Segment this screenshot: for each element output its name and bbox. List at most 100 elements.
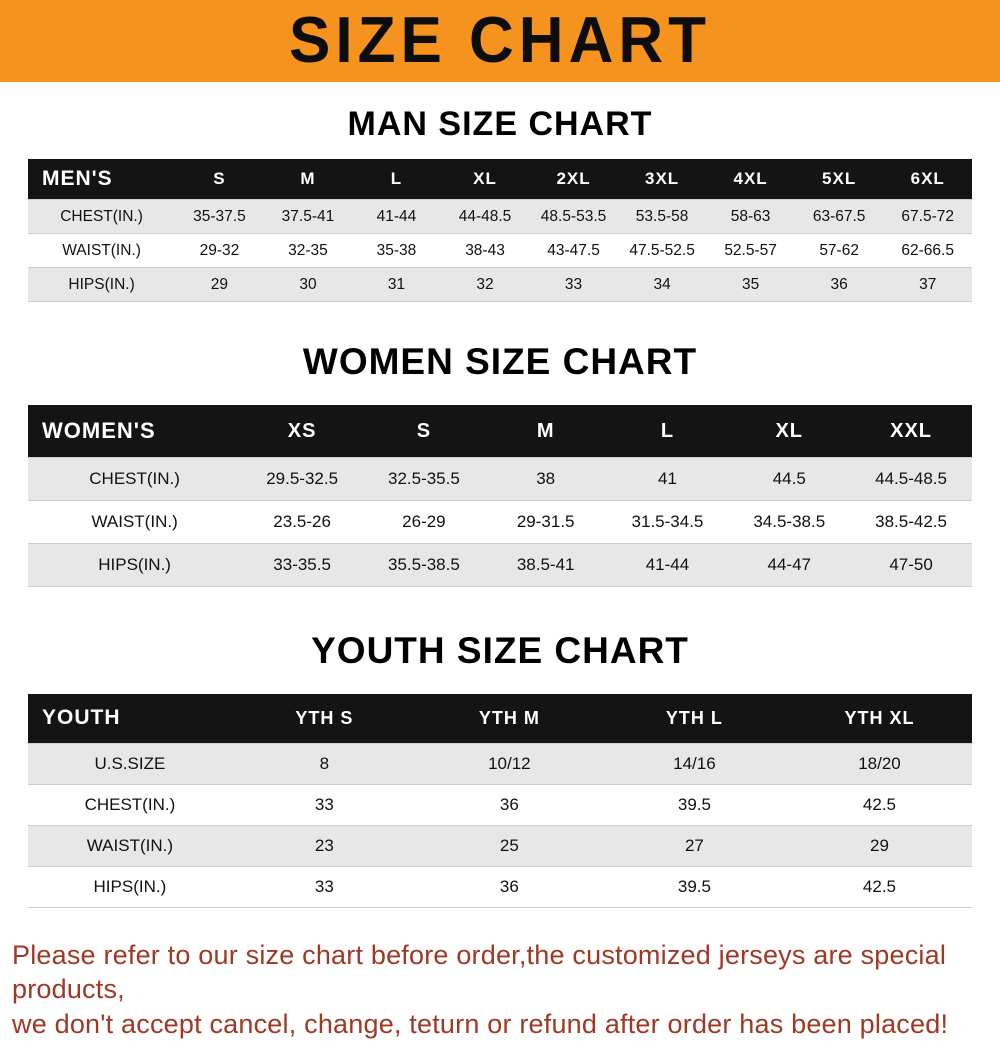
value-cell: 42.5: [786, 783, 972, 826]
value-cell: 38.5-42.5: [850, 500, 972, 544]
women-section-heading: WOMEN SIZE CHART: [302, 341, 698, 383]
measurement-row: U.S.SIZE 8 10/12 14/16 18/20: [28, 742, 972, 785]
size-header-cell: M: [536, 419, 555, 442]
value-cell: 27: [601, 824, 787, 867]
value-cell: 39.5: [601, 783, 787, 826]
value-cell: 38: [484, 457, 607, 501]
value-cell: 39.5: [601, 865, 787, 908]
value-cell: 53.5-58: [617, 199, 707, 234]
size-header-cell: XL: [775, 419, 804, 442]
value-cell: 36: [794, 267, 884, 303]
row-label-cell: CHEST(IN.): [28, 457, 242, 501]
value-cell: 29: [175, 267, 264, 303]
value-cell: 14/16: [601, 742, 787, 785]
youth-size-section: YOUTH SIZE CHART YOUTH YTH S YTH M YTH L YTH…: [0, 630, 1000, 908]
value-cell: 8: [231, 742, 417, 785]
measurement-row: WAIST(IN.) 29-32 32-35 35-38 38-43 43-47.5 47.…: [28, 233, 972, 268]
row-label-cell: WAIST(IN.): [28, 824, 232, 867]
row-label-cell: WAIST(IN.): [28, 500, 242, 544]
value-cell: 29-31.5: [484, 500, 607, 544]
row-label-cell: WAIST(IN.): [28, 233, 176, 268]
size-header-cell: XS: [287, 419, 317, 442]
measurement-row: WAIST(IN.) 23 25 27 29: [28, 824, 972, 867]
size-header-cell: XXL: [890, 419, 933, 442]
value-cell: 33: [529, 267, 618, 303]
measurement-row: CHEST(IN.) 35-37.5 37.5-41 41-44 44-48.5 48.5…: [28, 199, 972, 234]
size-header-cell: 2XL: [556, 169, 591, 189]
table-header-row: WOMEN'S XS S M L XL XXL: [28, 405, 972, 458]
value-cell: 33-35.5: [241, 543, 364, 588]
value-cell: 35: [706, 267, 795, 303]
value-cell: 31: [352, 267, 441, 303]
value-cell: 41-44: [606, 543, 729, 588]
value-cell: 38.5-41: [484, 543, 607, 588]
value-cell: 25: [416, 824, 602, 867]
size-header-cell: YTH XL: [844, 707, 915, 728]
value-cell: 32: [440, 267, 530, 303]
table-header-row: MEN'S S M L XL 2XL 3XL 4XL 5XL 6XL: [28, 159, 972, 200]
row-label-cell: CHEST(IN.): [28, 199, 176, 234]
value-cell: 35.5-38.5: [363, 543, 485, 588]
measurement-row: HIPS(IN.) 33-35.5 35.5-38.5 38.5-41 41-44 44-…: [28, 543, 972, 588]
value-cell: 37: [883, 267, 972, 303]
value-cell: 48.5-53.5: [529, 199, 618, 234]
measurement-row: HIPS(IN.) 29 30 31 32 33 34 35 36 37: [28, 267, 972, 303]
value-cell: 34: [617, 267, 707, 303]
value-cell: 44.5-48.5: [850, 457, 972, 501]
value-cell: 30: [263, 267, 353, 303]
value-cell: 42.5: [786, 865, 972, 908]
size-header-cell: M: [300, 169, 316, 189]
size-header-cell: 4XL: [733, 169, 768, 189]
value-cell: 41: [606, 457, 729, 501]
disclaimer-line-1: Please refer to our size chart before or…: [12, 939, 947, 1005]
value-cell: 44-47: [728, 543, 851, 588]
value-cell: 33: [231, 783, 417, 826]
value-cell: 44-48.5: [440, 199, 530, 234]
value-cell: 34.5-38.5: [728, 500, 851, 544]
value-cell: 37.5-41: [263, 199, 353, 234]
value-cell: 23: [231, 824, 417, 867]
size-header-cell: L: [660, 419, 675, 442]
size-table: WOMEN'S XS S M L XL XXL CHEST(IN.) 29.5-32.5 32.5…: [28, 405, 972, 588]
value-cell: 57-62: [794, 233, 884, 268]
size-table: MEN'S S M L XL 2XL 3XL 4XL 5XL 6XL CHEST(IN.) 35-37…: [28, 159, 972, 303]
size-header-cell: L: [390, 169, 403, 189]
value-cell: 36: [416, 865, 602, 908]
value-cell: 29.5-32.5: [241, 457, 364, 501]
size-header-cell: S: [416, 419, 432, 442]
measurement-row: CHEST(IN.) 29.5-32.5 32.5-35.5 38 41 44.5 44.5…: [28, 457, 972, 501]
row-label-cell: HIPS(IN.): [28, 865, 232, 908]
value-cell: 41-44: [352, 199, 441, 234]
value-cell: 31.5-34.5: [606, 500, 729, 544]
row-label-cell: CHEST(IN.): [28, 783, 232, 826]
table-title-cell: YOUTH: [42, 706, 121, 730]
row-label-cell: HIPS(IN.): [28, 543, 242, 588]
measurement-row: HIPS(IN.) 33 36 39.5 42.5: [28, 865, 972, 908]
value-cell: 35-37.5: [175, 199, 264, 234]
table-title-cell: MEN'S: [42, 167, 113, 191]
value-cell: 62-66.5: [883, 233, 972, 268]
banner-title: SIZE CHART: [289, 4, 711, 77]
size-header-cell: 6XL: [910, 169, 945, 189]
disclaimer-line-2: we don't accept cancel, change, teturn o…: [12, 1008, 949, 1039]
row-label-cell: HIPS(IN.): [28, 267, 176, 303]
table-header-row: YOUTH YTH S YTH M YTH L YTH XL: [28, 693, 972, 744]
value-cell: 52.5-57: [706, 233, 795, 268]
youth-section-heading: YOUTH SIZE CHART: [311, 630, 689, 672]
value-cell: 47-50: [850, 543, 972, 588]
men-size-table-container: MEN'S S M L XL 2XL 3XL 4XL 5XL 6XL CHEST(IN.) 35-37…: [28, 159, 972, 303]
size-header-cell: YTH S: [295, 707, 354, 728]
size-table: YOUTH YTH S YTH M YTH L YTH XL U.S.SIZE 8 10/12…: [28, 693, 972, 908]
value-cell: 35-38: [352, 233, 441, 268]
row-label-cell: U.S.SIZE: [28, 742, 232, 785]
value-cell: 47.5-52.5: [617, 233, 707, 268]
table-title-cell: WOMEN'S: [42, 418, 156, 444]
value-cell: 44.5: [728, 457, 851, 501]
value-cell: 63-67.5: [794, 199, 884, 234]
value-cell: 32-35: [263, 233, 353, 268]
value-cell: 36: [416, 783, 602, 826]
men-size-section: MAN SIZE CHART MEN'S S M L XL 2XL 3XL 4XL 5XL 6XL…: [0, 105, 1000, 303]
value-cell: 58-63: [706, 199, 795, 234]
size-header-cell: 3XL: [644, 169, 680, 189]
measurement-row: CHEST(IN.) 33 36 39.5 42.5: [28, 783, 972, 826]
